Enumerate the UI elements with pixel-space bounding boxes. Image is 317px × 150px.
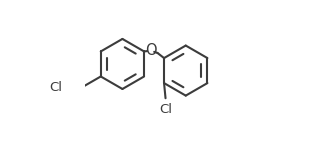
Text: Cl: Cl (49, 81, 62, 94)
Text: Cl: Cl (159, 103, 172, 116)
Text: O: O (145, 43, 157, 58)
